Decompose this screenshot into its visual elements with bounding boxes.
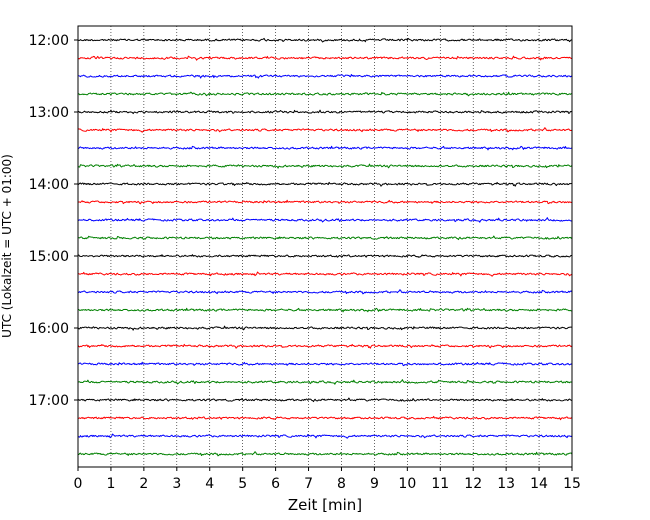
trace-line-1345 bbox=[77, 163, 573, 169]
plot-frame bbox=[77, 25, 573, 468]
x-tick-label: 0 bbox=[74, 476, 83, 492]
y-tick-label: 15:00 bbox=[29, 249, 69, 265]
trace-line-1515 bbox=[77, 271, 573, 277]
trace-line-1300 bbox=[77, 109, 573, 115]
trace-line-1245 bbox=[77, 91, 573, 97]
trace-line-1215 bbox=[77, 55, 573, 61]
trace-line-1530 bbox=[77, 289, 573, 295]
trace-line-1645 bbox=[77, 379, 573, 385]
x-tick-label: 10 bbox=[398, 476, 416, 492]
trace-line-1600 bbox=[77, 325, 573, 331]
trace-line-1545 bbox=[77, 307, 573, 313]
trace-line-1500 bbox=[77, 254, 573, 258]
x-axis-label: Zeit [min] bbox=[288, 496, 362, 514]
trace-line-1315 bbox=[77, 127, 573, 133]
x-tick-label: 1 bbox=[106, 476, 115, 492]
y-tick-label: 17:00 bbox=[29, 393, 69, 409]
trace-line-1445 bbox=[77, 235, 573, 241]
grid-lines bbox=[110, 26, 540, 467]
x-tick-label: 8 bbox=[337, 476, 346, 492]
x-tick-label: 9 bbox=[370, 476, 379, 492]
x-tick-label: 15 bbox=[563, 476, 581, 492]
y-tick-label: 16:00 bbox=[29, 321, 69, 337]
x-tick-label: 6 bbox=[271, 476, 280, 492]
trace-line-1430 bbox=[77, 217, 573, 223]
x-axis-ticks: 0 1 2 3 4 5 6 7 8 9 10 11 12 13 14 15 bbox=[74, 467, 581, 492]
y-tick-label: 12:00 bbox=[29, 33, 69, 49]
trace-group bbox=[77, 37, 573, 457]
x-tick-label: 7 bbox=[304, 476, 313, 492]
x-tick-label: 14 bbox=[530, 476, 548, 492]
trace-line-1200 bbox=[77, 37, 573, 43]
trace-line-1700 bbox=[77, 397, 573, 403]
trace-line-1330 bbox=[77, 145, 573, 151]
x-tick-label: 4 bbox=[205, 476, 214, 492]
trace-line-1400 bbox=[77, 181, 573, 187]
x-tick-label: 3 bbox=[172, 476, 181, 492]
y-tick-label: 14:00 bbox=[29, 177, 69, 193]
trace-line-1230 bbox=[77, 73, 573, 79]
y-axis-ticks: 12:00 13:00 14:00 15:00 16:00 17:00 bbox=[29, 33, 78, 409]
trace-line-1615 bbox=[77, 343, 573, 349]
x-tick-label: 11 bbox=[431, 476, 449, 492]
trace-line-1745 bbox=[77, 451, 573, 457]
x-tick-label: 13 bbox=[497, 476, 515, 492]
trace-line-1730 bbox=[77, 433, 573, 439]
trace-line-1415 bbox=[77, 199, 573, 205]
y-tick-label: 13:00 bbox=[29, 105, 69, 121]
trace-line-1715 bbox=[77, 415, 573, 421]
y-axis-label: UTC (Lokalzeit = UTC + 01:00) bbox=[0, 154, 14, 338]
x-tick-label: 12 bbox=[464, 476, 482, 492]
x-tick-label: 5 bbox=[238, 476, 247, 492]
trace-line-1630 bbox=[77, 361, 573, 367]
x-tick-label: 2 bbox=[139, 476, 148, 492]
